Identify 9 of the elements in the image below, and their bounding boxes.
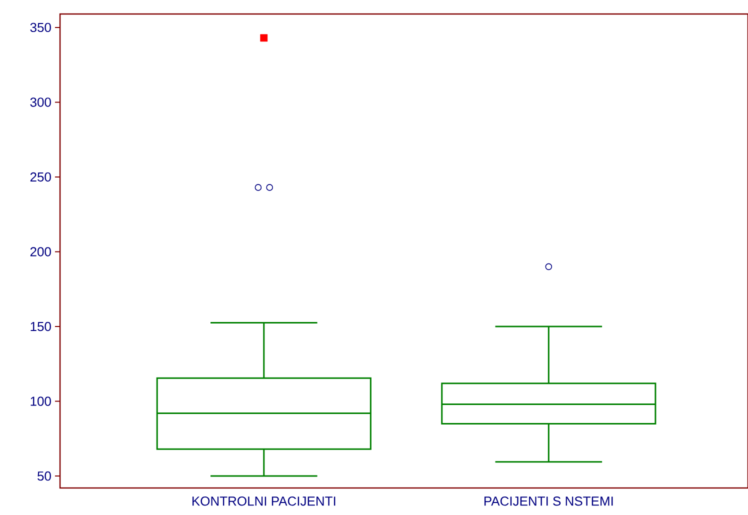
y-tick-label: 300 — [30, 98, 51, 107]
y-tick-label: 150 — [30, 322, 51, 332]
y-tick-label: 250 — [30, 172, 51, 182]
y-tick-label: 100 — [30, 396, 51, 406]
x-tick-label: KONTROLNI PACIJENTI — [192, 496, 336, 506]
y-tick-label: 350 — [30, 22, 51, 32]
y-tick-label: 200 — [30, 247, 51, 256]
y-tick-label: 50 — [38, 471, 51, 481]
x-tick-label: PACIJENTI S NSTEMI — [484, 496, 613, 506]
